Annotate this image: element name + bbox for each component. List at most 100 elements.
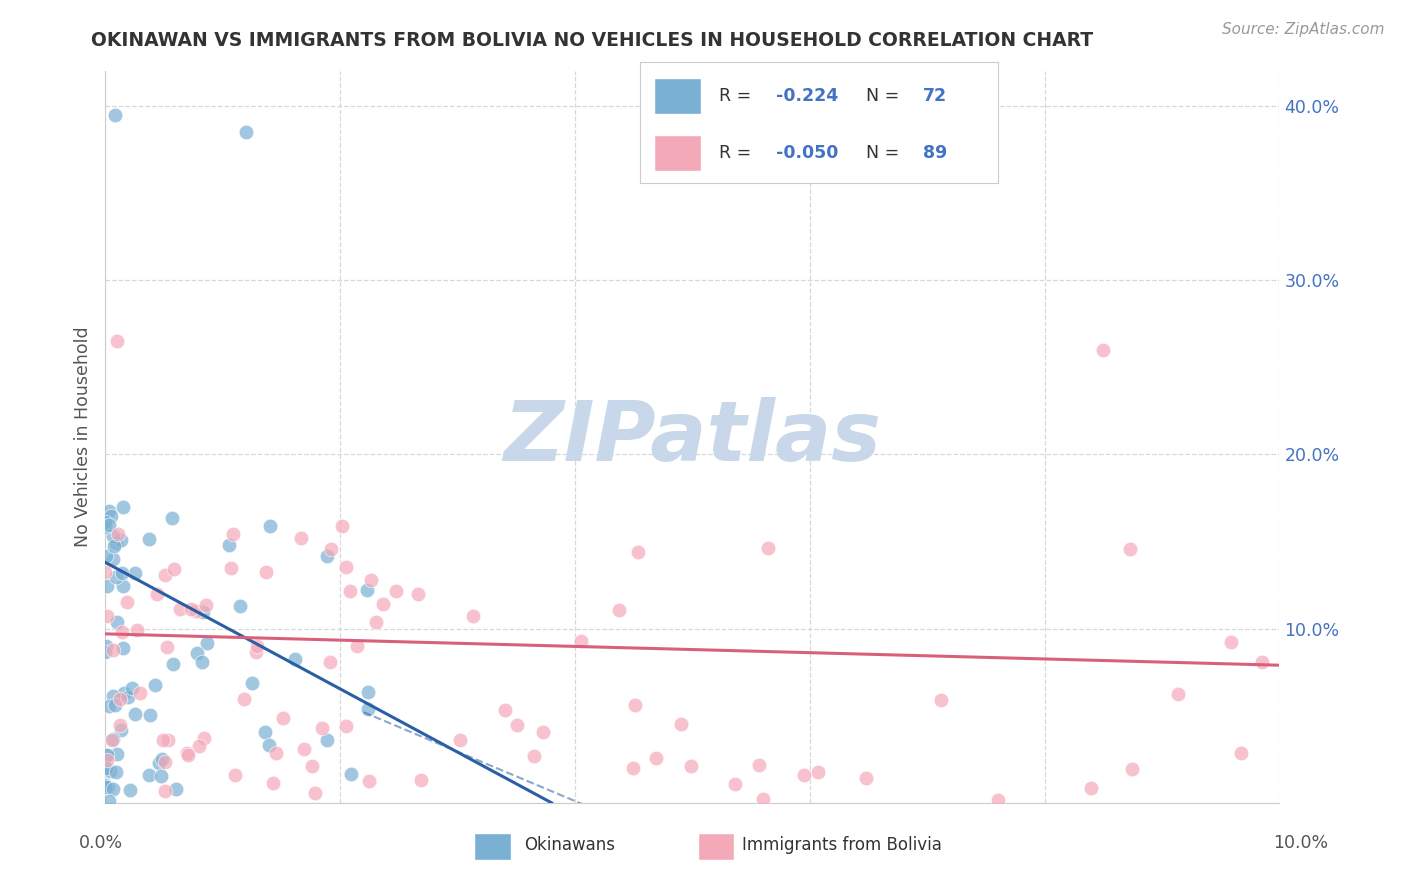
- Point: [346, 639, 368, 653]
- Point: [156, 640, 179, 654]
- Text: Immigrants from Bolivia: Immigrants from Bolivia: [742, 836, 942, 855]
- Point: [124, 707, 146, 722]
- Point: [96, 747, 118, 762]
- Point: [117, 690, 139, 704]
- Point: [671, 717, 693, 731]
- Bar: [654, 135, 700, 171]
- Point: [245, 645, 267, 659]
- Point: [232, 691, 254, 706]
- Bar: [654, 78, 700, 114]
- Point: [94, 515, 117, 529]
- Text: Source: ZipAtlas.com: Source: ZipAtlas.com: [1222, 22, 1385, 37]
- Point: [304, 786, 326, 800]
- Point: [149, 769, 172, 783]
- Point: [96, 753, 118, 767]
- Bar: [474, 833, 510, 860]
- Point: [357, 685, 380, 699]
- Point: [111, 566, 134, 581]
- Point: [681, 759, 703, 773]
- Point: [311, 721, 333, 735]
- Point: [101, 733, 124, 747]
- Point: [253, 725, 276, 739]
- Point: [793, 768, 815, 782]
- Text: N =: N =: [866, 144, 904, 161]
- Point: [357, 773, 380, 788]
- Point: [193, 605, 215, 619]
- Point: [259, 519, 281, 533]
- Point: [180, 602, 202, 616]
- Point: [111, 625, 134, 640]
- Point: [384, 584, 406, 599]
- Point: [117, 595, 139, 609]
- Point: [103, 552, 125, 566]
- Point: [138, 768, 160, 782]
- Point: [121, 681, 143, 695]
- Point: [987, 793, 1010, 807]
- Point: [531, 725, 554, 739]
- Point: [644, 751, 666, 765]
- Point: [153, 784, 176, 798]
- Point: [101, 689, 124, 703]
- Point: [1230, 746, 1253, 760]
- Point: [94, 639, 117, 653]
- Point: [371, 597, 394, 611]
- Point: [105, 334, 128, 349]
- Point: [271, 711, 294, 725]
- Point: [124, 566, 146, 580]
- Point: [290, 531, 312, 545]
- Point: [146, 587, 169, 601]
- Point: [94, 761, 117, 775]
- Point: [108, 718, 131, 732]
- Point: [162, 657, 184, 671]
- Point: [94, 762, 117, 776]
- Point: [129, 686, 152, 700]
- Point: [318, 655, 340, 669]
- Point: [148, 756, 170, 770]
- Point: [356, 583, 378, 598]
- Point: [112, 686, 135, 700]
- Point: [449, 732, 471, 747]
- Point: [855, 771, 877, 785]
- Point: [931, 692, 953, 706]
- Point: [330, 518, 353, 533]
- Point: [284, 652, 307, 666]
- Point: [254, 565, 277, 579]
- Point: [105, 615, 128, 630]
- Point: [364, 615, 387, 629]
- Point: [569, 633, 592, 648]
- Point: [292, 741, 315, 756]
- Text: 89: 89: [922, 144, 948, 161]
- Point: [111, 640, 134, 655]
- Point: [138, 532, 160, 546]
- Point: [218, 538, 240, 552]
- Point: [111, 579, 134, 593]
- Point: [110, 723, 132, 738]
- Point: [1118, 542, 1140, 557]
- Point: [357, 702, 380, 716]
- Point: [1167, 686, 1189, 700]
- Point: [246, 639, 269, 653]
- Point: [97, 698, 120, 713]
- Point: [150, 751, 173, 765]
- Text: -0.224: -0.224: [776, 87, 838, 105]
- Point: [97, 504, 120, 518]
- Text: 72: 72: [922, 87, 948, 105]
- Point: [411, 772, 433, 787]
- Point: [240, 675, 263, 690]
- Y-axis label: No Vehicles in Household: No Vehicles in Household: [75, 326, 93, 548]
- Point: [626, 545, 648, 559]
- Point: [235, 125, 257, 139]
- Point: [315, 733, 337, 747]
- Text: N =: N =: [866, 87, 904, 105]
- Point: [264, 746, 287, 760]
- Point: [807, 765, 830, 780]
- Point: [222, 526, 245, 541]
- Text: ZIPatlas: ZIPatlas: [503, 397, 882, 477]
- Point: [756, 541, 779, 556]
- Point: [752, 792, 775, 806]
- Point: [110, 692, 132, 706]
- Point: [339, 767, 361, 781]
- Point: [165, 781, 187, 796]
- Point: [94, 778, 117, 792]
- Point: [98, 518, 121, 533]
